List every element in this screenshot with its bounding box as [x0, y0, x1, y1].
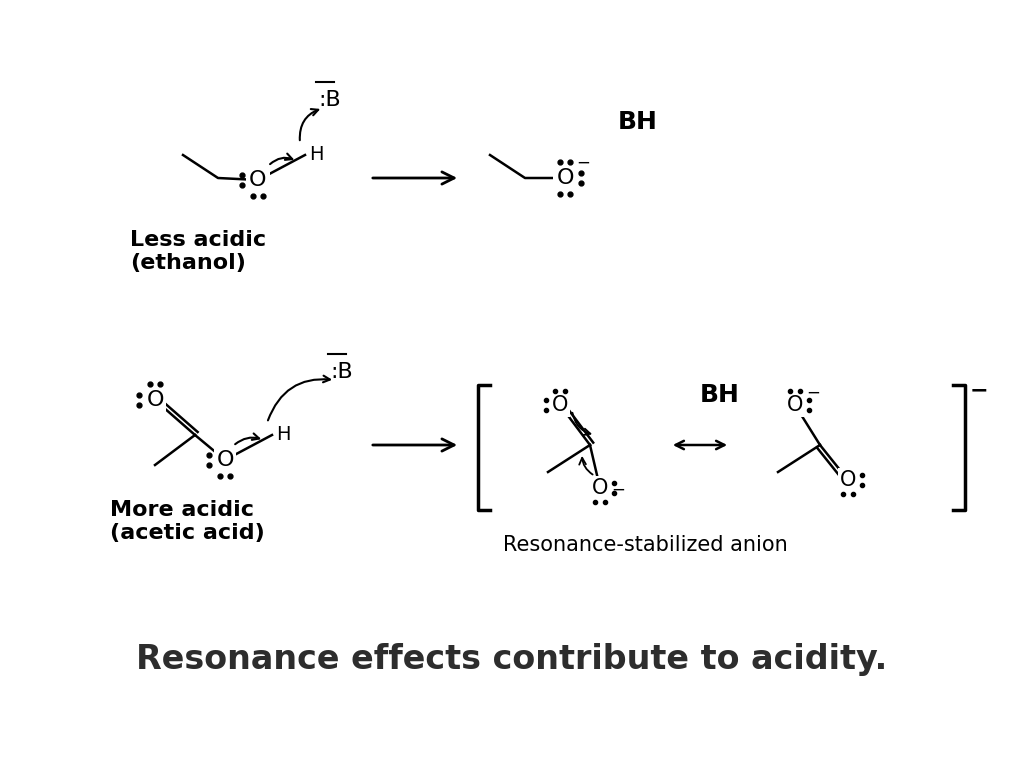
Text: O: O [592, 478, 608, 498]
FancyArrowPatch shape [300, 109, 318, 141]
FancyArrowPatch shape [270, 154, 292, 164]
Text: −: − [806, 384, 820, 402]
FancyArrowPatch shape [268, 376, 330, 420]
Text: −: − [577, 154, 590, 172]
Text: BH: BH [700, 383, 740, 407]
Text: :B: :B [318, 90, 341, 110]
Text: Resonance-stabilized anion: Resonance-stabilized anion [503, 535, 787, 555]
Text: −: − [970, 380, 988, 400]
Text: O: O [840, 470, 856, 490]
Text: :B: :B [330, 362, 352, 382]
Text: O: O [556, 168, 573, 188]
FancyArrowPatch shape [236, 433, 259, 444]
FancyArrowPatch shape [580, 458, 593, 475]
Text: O: O [249, 170, 266, 190]
Text: O: O [786, 395, 803, 415]
Text: O: O [552, 395, 568, 415]
Text: O: O [146, 390, 164, 410]
Text: H: H [276, 425, 291, 445]
Text: Resonance effects contribute to acidity.: Resonance effects contribute to acidity. [136, 644, 888, 677]
Text: −: − [611, 481, 625, 499]
Text: More acidic
(acetic acid): More acidic (acetic acid) [110, 500, 265, 543]
FancyArrowPatch shape [572, 412, 591, 435]
Text: BH: BH [618, 110, 657, 134]
Text: O: O [216, 450, 233, 470]
Text: H: H [309, 145, 324, 164]
Text: Less acidic
(ethanol): Less acidic (ethanol) [130, 230, 266, 273]
